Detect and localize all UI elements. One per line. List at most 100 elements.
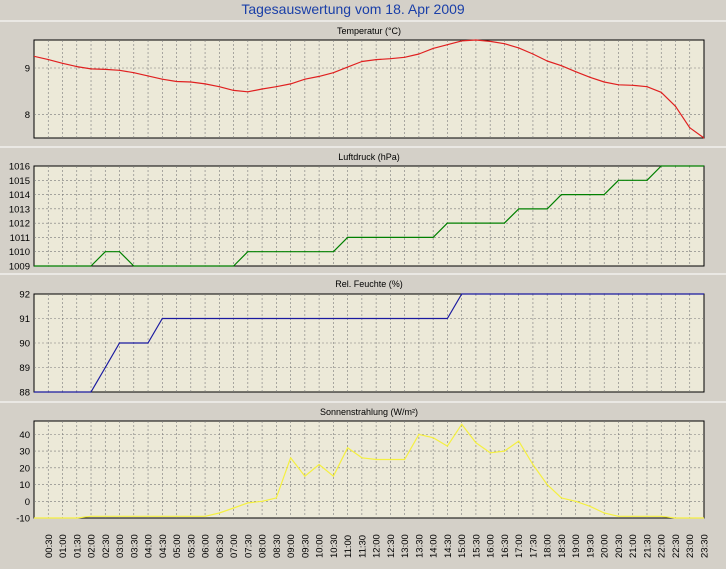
- data-point: [432, 47, 434, 50]
- data-point: [418, 236, 420, 238]
- data-point: [90, 265, 92, 267]
- data-point: [34, 55, 35, 57]
- x-tick-label: 15:00: [457, 534, 468, 558]
- data-point: [560, 65, 563, 67]
- y-tick-label: 40: [19, 430, 30, 441]
- data-point: [47, 391, 49, 393]
- y-tick-label: 1011: [10, 233, 30, 244]
- y-tick-label: 0: [25, 497, 30, 508]
- data-point: [703, 165, 704, 167]
- data-point: [674, 293, 677, 295]
- data-point: [689, 517, 691, 519]
- data-point: [304, 317, 306, 320]
- data-point: [133, 265, 135, 267]
- data-point: [489, 222, 491, 224]
- data-point: [404, 458, 406, 461]
- panel-title: Rel. Feuchte (%): [335, 279, 403, 289]
- data-point: [332, 475, 334, 477]
- data-point: [118, 251, 121, 253]
- data-point: [147, 342, 149, 344]
- data-point: [632, 84, 634, 86]
- data-point: [90, 391, 92, 393]
- data-point: [247, 91, 249, 93]
- data-point: [603, 81, 605, 83]
- data-point: [446, 44, 448, 46]
- data-point: [617, 293, 620, 295]
- data-point: [518, 293, 520, 295]
- y-tick-label: 90: [19, 339, 30, 350]
- x-tick-label: 20:00: [600, 534, 611, 558]
- data-point: [674, 105, 677, 107]
- x-tick-label: 17:30: [528, 534, 539, 558]
- y-tick-label: 1010: [9, 247, 30, 258]
- data-point: [290, 83, 292, 85]
- data-point: [290, 251, 292, 253]
- data-point: [34, 517, 35, 519]
- data-point: [632, 179, 634, 181]
- x-tick-label: 15:30: [471, 534, 482, 558]
- series-line: [34, 293, 704, 393]
- x-tick-label: 10:30: [329, 534, 340, 558]
- series-path: [34, 39, 704, 139]
- data-point: [703, 137, 704, 139]
- data-point: [489, 452, 491, 454]
- x-tick-label: 13:30: [414, 534, 425, 558]
- data-point: [404, 317, 406, 320]
- data-point: [218, 86, 220, 88]
- data-point: [90, 68, 92, 70]
- data-point: [418, 433, 420, 435]
- data-point: [347, 66, 349, 68]
- data-point: [161, 265, 163, 267]
- data-point: [275, 317, 277, 320]
- data-point: [61, 391, 64, 393]
- plot-area: [33, 165, 705, 267]
- x-tick-label: 05:30: [186, 534, 197, 558]
- y-tick-label: 9: [25, 64, 30, 75]
- y-tick-label: 1009: [9, 262, 30, 273]
- data-point: [76, 265, 78, 267]
- data-point: [432, 317, 434, 320]
- x-tick-label: 01:00: [58, 534, 69, 558]
- data-point: [61, 517, 64, 519]
- data-point: [361, 60, 363, 63]
- data-point: [475, 442, 477, 444]
- data-point: [404, 236, 406, 238]
- x-tick-label: 21:00: [628, 534, 639, 558]
- data-point: [603, 293, 605, 295]
- data-point: [47, 265, 49, 267]
- data-point: [118, 342, 121, 344]
- data-point: [161, 515, 163, 517]
- data-point: [546, 60, 548, 62]
- data-point: [176, 80, 178, 83]
- x-tick-label: 08:00: [258, 534, 269, 558]
- data-point: [560, 497, 563, 499]
- data-point: [575, 500, 577, 502]
- data-point: [646, 179, 648, 181]
- data-point: [61, 62, 64, 64]
- data-point: [290, 317, 292, 320]
- data-point: [503, 293, 505, 295]
- chart-panel-2: Luftdruck (hPa) 1009 1010 1011 1012 1013 1014 1…: [0, 146, 726, 273]
- x-tick-label: 23:30: [700, 534, 711, 558]
- x-tick-label: 01:30: [72, 534, 83, 558]
- data-point: [560, 194, 563, 196]
- series-path: [34, 423, 704, 519]
- data-point: [446, 445, 448, 447]
- data-point: [546, 293, 548, 295]
- data-point: [546, 484, 548, 486]
- chart-title: Tagesauswertung vom 18. Apr 2009: [241, 1, 465, 17]
- data-point: [204, 317, 206, 320]
- data-point: [461, 423, 463, 425]
- data-point: [261, 251, 263, 253]
- data-point: [489, 40, 491, 43]
- data-point: [503, 43, 505, 45]
- data-point: [76, 517, 78, 519]
- data-point: [389, 317, 391, 320]
- data-point: [689, 127, 691, 129]
- series-line: [34, 165, 704, 267]
- panel-title: Luftdruck (hPa): [338, 152, 400, 162]
- y-tick-label: 1013: [9, 204, 30, 215]
- data-point: [104, 515, 106, 517]
- data-point: [660, 293, 662, 295]
